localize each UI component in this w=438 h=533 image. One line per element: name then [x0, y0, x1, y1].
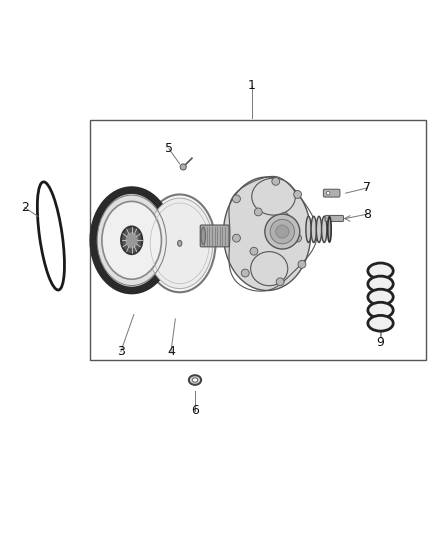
Circle shape	[281, 212, 288, 220]
Ellipse shape	[306, 216, 311, 243]
Ellipse shape	[102, 201, 162, 279]
Circle shape	[293, 190, 301, 198]
Ellipse shape	[368, 276, 393, 292]
Text: 3: 3	[117, 345, 125, 358]
Ellipse shape	[252, 178, 295, 215]
Circle shape	[265, 214, 300, 249]
Ellipse shape	[126, 233, 138, 248]
Ellipse shape	[177, 240, 182, 246]
Ellipse shape	[121, 227, 142, 254]
FancyBboxPatch shape	[325, 215, 343, 222]
Text: 1: 1	[248, 79, 256, 92]
Text: 5: 5	[165, 142, 173, 155]
Bar	[90, 120, 426, 360]
Text: 7: 7	[364, 181, 371, 195]
Text: 9: 9	[377, 336, 385, 350]
Ellipse shape	[368, 302, 393, 318]
Circle shape	[233, 195, 240, 203]
Circle shape	[293, 234, 301, 242]
Ellipse shape	[311, 216, 316, 243]
Circle shape	[276, 225, 289, 238]
Ellipse shape	[316, 216, 321, 243]
Ellipse shape	[251, 252, 288, 286]
Ellipse shape	[144, 195, 215, 292]
FancyBboxPatch shape	[323, 189, 340, 197]
Circle shape	[276, 278, 284, 286]
Text: 2: 2	[21, 201, 28, 214]
Text: 8: 8	[364, 208, 371, 221]
Ellipse shape	[368, 263, 393, 279]
Ellipse shape	[192, 378, 198, 382]
Circle shape	[254, 208, 262, 216]
Circle shape	[180, 164, 186, 170]
Ellipse shape	[321, 216, 327, 243]
Text: 4: 4	[167, 345, 175, 358]
Circle shape	[272, 177, 280, 185]
Ellipse shape	[144, 195, 215, 292]
Circle shape	[233, 234, 240, 242]
Ellipse shape	[223, 177, 311, 290]
Ellipse shape	[147, 198, 213, 288]
Circle shape	[241, 269, 249, 277]
Ellipse shape	[368, 316, 393, 331]
Ellipse shape	[189, 375, 201, 385]
Text: 6: 6	[191, 404, 199, 417]
Ellipse shape	[328, 217, 331, 242]
Ellipse shape	[93, 190, 170, 290]
Ellipse shape	[368, 289, 393, 305]
Circle shape	[298, 261, 306, 268]
FancyBboxPatch shape	[200, 225, 229, 247]
Circle shape	[270, 220, 294, 244]
Ellipse shape	[93, 190, 170, 290]
Circle shape	[250, 247, 258, 255]
Circle shape	[326, 191, 330, 195]
Ellipse shape	[201, 227, 205, 245]
